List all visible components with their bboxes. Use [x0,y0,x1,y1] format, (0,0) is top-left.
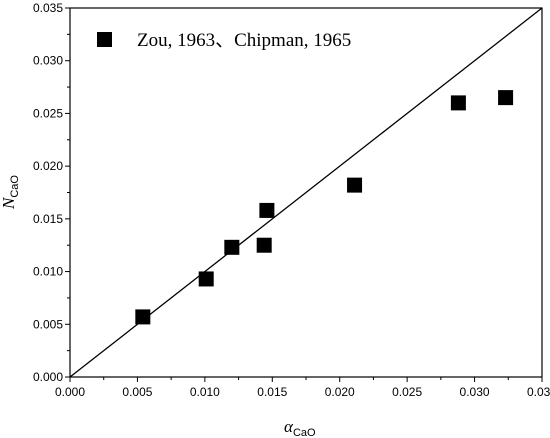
data-point [198,271,214,287]
legend: Zou, 1963、Chipman, 1965 [97,30,351,51]
y-tick-label: 0.035 [33,1,63,15]
data-point [135,309,151,325]
data-point [347,177,363,193]
legend-label: Zou, 1963、Chipman, 1965 [137,30,351,51]
y-tick-label: 0.010 [33,265,63,279]
y-axis-title-sub: CaO [9,175,21,198]
y-tick-label: 0.015 [33,212,63,226]
x-tick-label: 0.015 [257,385,287,399]
x-tick-label: 0.020 [325,385,355,399]
x-tick-label: 0.030 [460,385,490,399]
y-axis-title-main: N [0,196,18,210]
y-tick-label: 0.030 [33,54,63,68]
data-point [498,90,514,106]
y-tick-label: 0.000 [33,370,63,384]
data-point [224,239,240,255]
x-tick-label: 0.035 [527,385,550,399]
y-axis-title: NCaO [0,175,21,210]
x-tick-label: 0.000 [55,385,85,399]
y-tick-label: 0.025 [33,106,63,120]
data-point [256,237,272,253]
x-tick-label: 0.010 [190,385,220,399]
x-axis-title: αCaO [284,417,316,438]
x-axis-title-main: α [284,417,294,436]
data-point [450,95,466,111]
legend-marker [97,32,112,47]
x-tick-label: 0.025 [392,385,422,399]
y-tick-label: 0.020 [33,159,63,173]
x-axis-title-sub: CaO [293,427,316,438]
data-point [259,202,275,218]
y-tick-label: 0.005 [33,317,63,331]
x-tick-label: 0.005 [122,385,152,399]
